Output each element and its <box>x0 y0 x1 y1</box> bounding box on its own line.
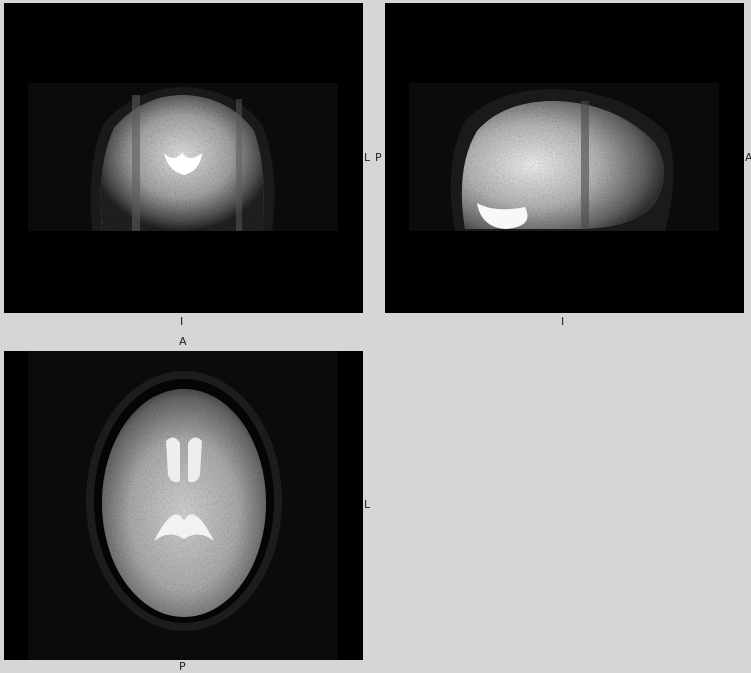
axial-slice-image <box>28 351 338 660</box>
coronal-label-bottom: I <box>180 315 184 328</box>
axial-label-right: L <box>364 498 371 511</box>
sagittal-view[interactable] <box>385 3 744 313</box>
axial-label-top: A <box>179 335 187 348</box>
axial-view[interactable] <box>4 351 363 660</box>
sagittal-label-right: A <box>745 151 751 164</box>
axial-label-bottom: P <box>179 660 186 673</box>
coronal-view[interactable] <box>4 3 363 313</box>
coronal-label-right: L <box>364 151 371 164</box>
coronal-slice-image <box>28 83 338 231</box>
sagittal-slice-image <box>409 83 719 231</box>
sagittal-label-left: P <box>375 151 382 164</box>
sagittal-label-bottom: I <box>561 315 565 328</box>
